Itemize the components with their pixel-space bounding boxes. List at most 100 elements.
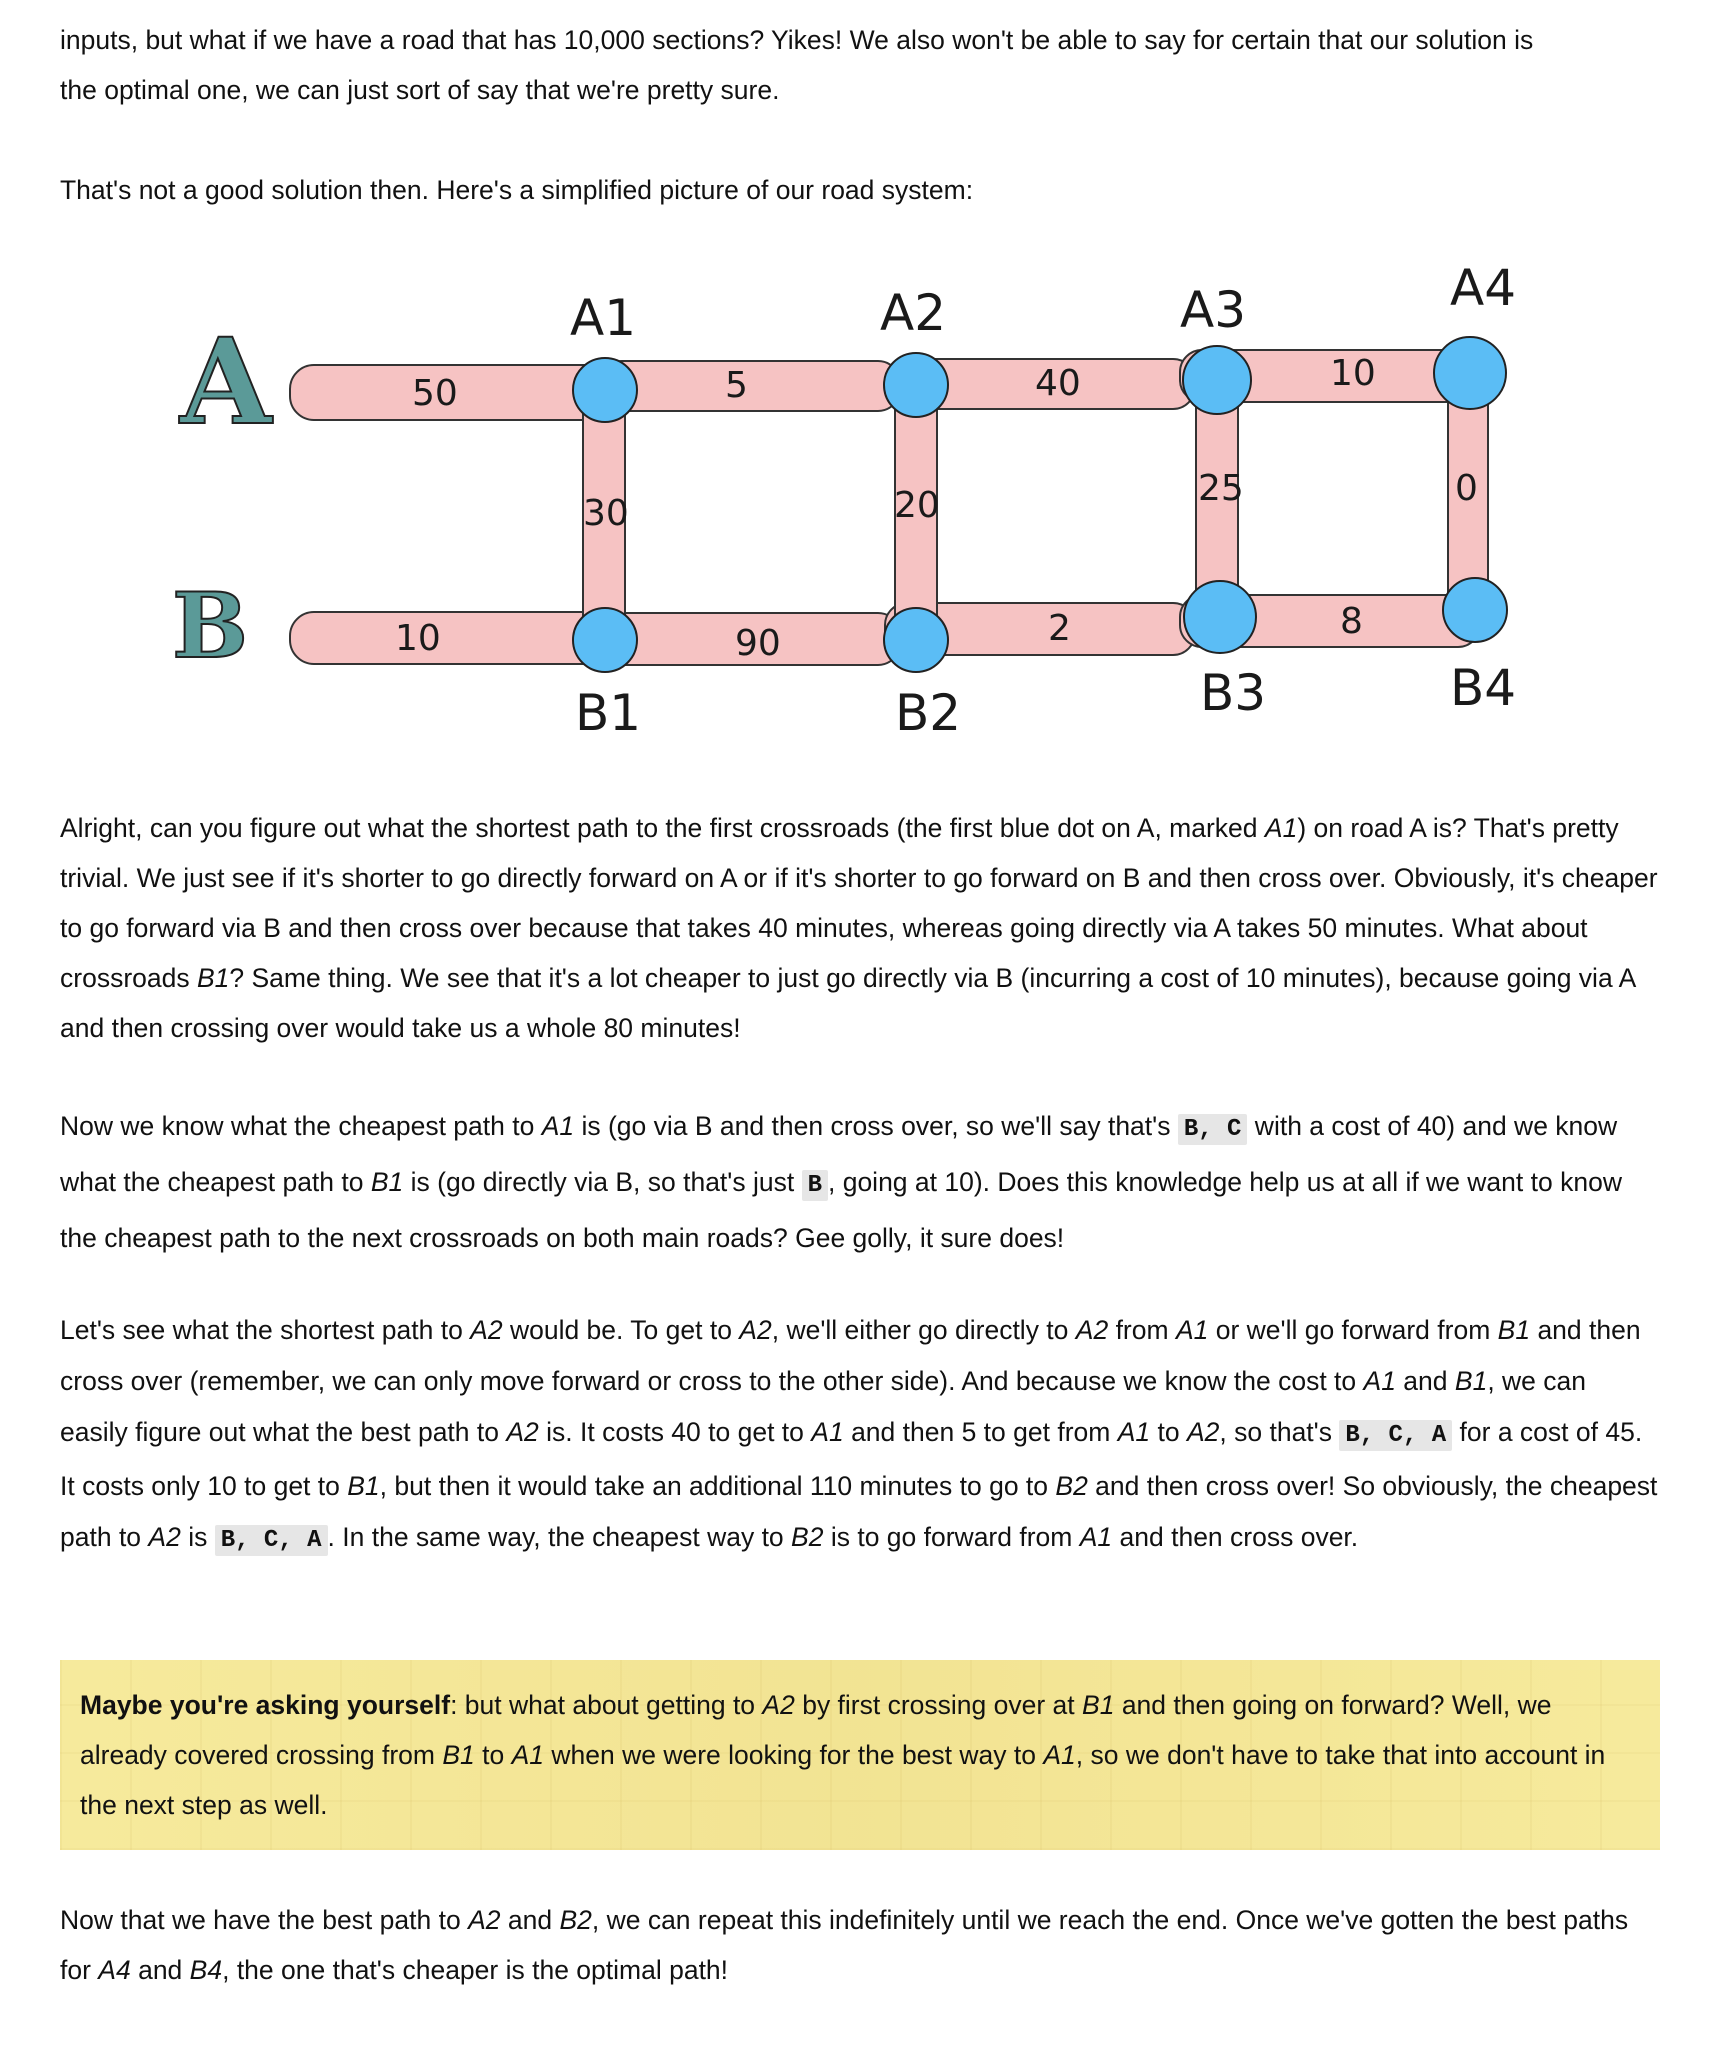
node-a2	[883, 352, 949, 418]
text-run: is	[180, 1522, 215, 1552]
text-run: and then going on forward? Well, we alre…	[80, 1690, 1552, 1770]
node-a4	[1433, 336, 1507, 410]
crossroad-nodes	[572, 336, 1508, 673]
cost-cross-4: 0	[1455, 468, 1478, 509]
road-a-segment-2	[599, 360, 901, 412]
text-run: when we were looking for the best way to	[544, 1740, 1044, 1770]
text-run: and	[1395, 1366, 1455, 1396]
cost-b-1: 10	[395, 618, 441, 659]
node-ref: B2	[791, 1522, 824, 1552]
node-ref: A2	[148, 1522, 181, 1552]
node-ref: B2	[559, 1905, 592, 1935]
label-b3: B3	[1200, 664, 1266, 722]
text-run: is. It costs 40 to get to	[538, 1417, 812, 1447]
node-ref: A1	[511, 1740, 544, 1770]
node-ref: B1	[442, 1740, 475, 1770]
crossing-2	[894, 384, 938, 636]
node-b1	[572, 607, 638, 673]
text-run: from	[1108, 1315, 1176, 1345]
inline-code: B, C, A	[214, 1525, 328, 1556]
note-text: Maybe you're asking yourself: but what a…	[80, 1680, 1640, 1830]
paragraph-intro-line1: inputs, but what if we have a road that …	[60, 25, 1534, 55]
text-run: for a cost of 45. It costs only 10 to ge…	[60, 1417, 1643, 1501]
text-run: to	[474, 1740, 512, 1770]
cost-a-3: 40	[1035, 363, 1081, 404]
text-run: and then cross over.	[1112, 1522, 1359, 1552]
text-run: Now we know what the cheapest path to	[60, 1111, 542, 1141]
text-run: , the one that's cheaper is the optimal …	[222, 1955, 729, 1985]
cost-b-3: 2	[1048, 608, 1071, 649]
road-b-letter: B	[172, 573, 248, 679]
cost-labels: 50 5 40 10 10 90 2 8 30 20 25 0	[395, 353, 1478, 664]
text-run: , but then it would take an additional 1…	[379, 1471, 1056, 1501]
text-run: with a cost of 40) and we know what the …	[60, 1111, 1618, 1197]
paragraph-conclusion: Now that we have the best path to A2 and…	[60, 1895, 1660, 1995]
node-b2	[883, 607, 949, 673]
node-ref: B1	[347, 1471, 380, 1501]
text-run: , so we don't have to take that into acc…	[80, 1740, 1606, 1820]
text-run: is to go forward from	[823, 1522, 1080, 1552]
text-run: is (go directly via B, so that's just	[403, 1167, 802, 1197]
node-ref: A4	[98, 1955, 131, 1985]
note-box: Maybe you're asking yourself: but what a…	[60, 1660, 1660, 1850]
node-ref: A1	[541, 1111, 575, 1141]
node-ref: A1	[1117, 1417, 1151, 1447]
node-ref: A1	[1264, 813, 1298, 843]
node-b3	[1183, 580, 1257, 654]
node-b4	[1442, 577, 1508, 643]
label-b4: B4	[1450, 659, 1516, 717]
node-ref: A2	[762, 1690, 795, 1720]
node-ref: B1	[370, 1167, 404, 1197]
text-run: , we can repeat this indefinitely until …	[60, 1905, 1629, 1985]
label-a3: A3	[1180, 281, 1246, 339]
paragraph-road-system-intro: That's not a good solution then. Here's …	[60, 175, 974, 205]
cost-a-2: 5	[725, 365, 748, 406]
text-run: . In the same way, the cheapest way to	[327, 1522, 792, 1552]
text-run: , we can easily figure out what the best…	[60, 1366, 1587, 1447]
paragraph-cheapest-paths: Now we know what the cheapest path to A1…	[60, 1100, 1660, 1264]
node-ref: A1	[1043, 1740, 1076, 1770]
text-run: Alright, can you figure out what the sho…	[60, 813, 1265, 843]
text-run: and	[500, 1905, 560, 1935]
cost-b-4: 8	[1340, 601, 1363, 642]
node-ref: A1	[1175, 1315, 1209, 1345]
node-ref: B1	[1082, 1690, 1115, 1720]
crossing-1	[582, 389, 626, 636]
text-run: and	[130, 1955, 190, 1985]
node-ref: A2	[468, 1905, 501, 1935]
text-run: , we'll either go directly to	[771, 1315, 1076, 1345]
text-run: would be. To get to	[502, 1315, 740, 1345]
inline-code: B, C, A	[1339, 1420, 1453, 1451]
node-ref: A2	[470, 1315, 503, 1345]
text-run: and then cross over (remember, we can on…	[60, 1315, 1641, 1396]
text-run: is (go via B and then cross over, so we'…	[574, 1111, 1178, 1141]
road-system-diagram: A B A1 A2 A3 A4 B1 B2 B3 B4 50 5 40 10 1…	[171, 259, 1516, 742]
cost-cross-1: 30	[583, 493, 629, 534]
node-ref: A2	[739, 1315, 772, 1345]
node-ref: B1	[196, 963, 230, 993]
inline-code: B	[801, 1170, 828, 1201]
label-b2: B2	[895, 684, 961, 742]
note-bold-heading: Maybe you're asking yourself	[80, 1690, 451, 1720]
label-a4: A4	[1450, 259, 1516, 317]
node-a1	[572, 357, 638, 423]
text-run: , so that's	[1219, 1417, 1340, 1447]
node-ref: A2	[1075, 1315, 1109, 1345]
text-run: to	[1150, 1417, 1187, 1447]
label-a2: A2	[880, 284, 946, 342]
node-ref: A1	[1079, 1522, 1113, 1552]
node-ref: A2	[1186, 1417, 1220, 1447]
text-run: and then 5 to get from	[843, 1417, 1118, 1447]
paragraph-first-crossroads: Alright, can you figure out what the sho…	[60, 803, 1660, 1053]
text-run: Now that we have the best path to	[60, 1905, 469, 1935]
node-ref: A2	[506, 1417, 539, 1447]
node-ref: A1	[1363, 1366, 1396, 1396]
text-run: and then cross over! So obviously, the c…	[60, 1471, 1658, 1552]
node-labels: A1 A2 A3 A4 B1 B2 B3 B4	[570, 259, 1516, 742]
node-ref: B1	[1454, 1366, 1488, 1396]
label-a1: A1	[570, 289, 636, 347]
text-run: or we'll go forward from	[1208, 1315, 1498, 1345]
cost-a-4: 10	[1330, 353, 1376, 394]
text-run: : but what about getting to	[450, 1690, 763, 1720]
